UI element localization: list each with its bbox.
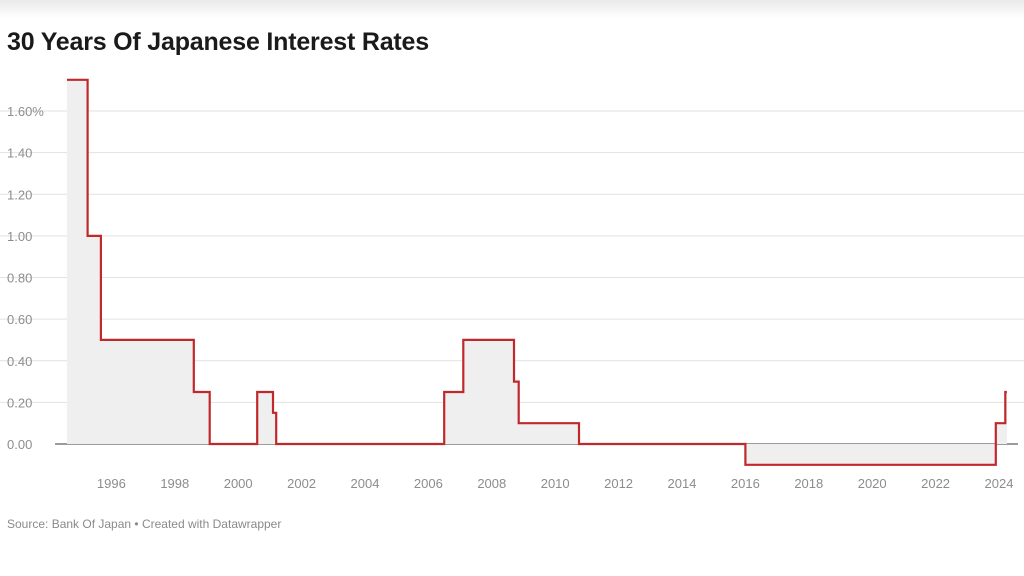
y-tick-label: 0.80 (7, 271, 32, 286)
y-tick-label: 1.40 (7, 146, 32, 161)
y-tick-label: 0.40 (7, 354, 32, 369)
chart-title: 30 Years Of Japanese Interest Rates (7, 28, 429, 56)
y-tick-label: 0.60 (7, 312, 32, 327)
y-tick-label: 1.20 (7, 187, 32, 202)
y-tick-label: 1.00 (7, 229, 32, 244)
x-tick-label: 2000 (224, 476, 253, 491)
x-tick-label: 2022 (921, 476, 950, 491)
x-tick-label: 2012 (604, 476, 633, 491)
rate-line (67, 78, 1007, 466)
area-fill (67, 79, 1007, 465)
y-axis: 1.60% 1.40 1.20 1.00 0.80 0.60 0.40 0.20 0.00 (7, 104, 44, 452)
x-tick-label: 2004 (351, 476, 380, 491)
x-tick-label: 2024 (985, 476, 1014, 491)
x-tick-label: 2006 (414, 476, 443, 491)
x-tick-label: 2020 (858, 476, 887, 491)
x-tick-label: 1996 (97, 476, 126, 491)
x-tick-label: 2010 (541, 476, 570, 491)
y-tick-label: 0.20 (7, 395, 32, 410)
source-note: Source: Bank Of Japan • Created with Dat… (7, 517, 282, 531)
x-axis: 1996 1998 2000 2002 2004 2006 2008 2010 2012 2014… (97, 476, 1014, 491)
x-tick-label: 2018 (794, 476, 823, 491)
y-tick-label: 1.60% (7, 104, 44, 119)
top-shade (0, 0, 1024, 18)
area-layer (67, 79, 1007, 465)
x-tick-label: 1998 (160, 476, 189, 491)
line-layer (67, 78, 1007, 466)
x-tick-label: 2002 (287, 476, 316, 491)
y-tick-label: 0.00 (7, 437, 32, 452)
x-tick-label: 2014 (668, 476, 697, 491)
x-tick-label: 2016 (731, 476, 760, 491)
x-tick-label: 2008 (477, 476, 506, 491)
